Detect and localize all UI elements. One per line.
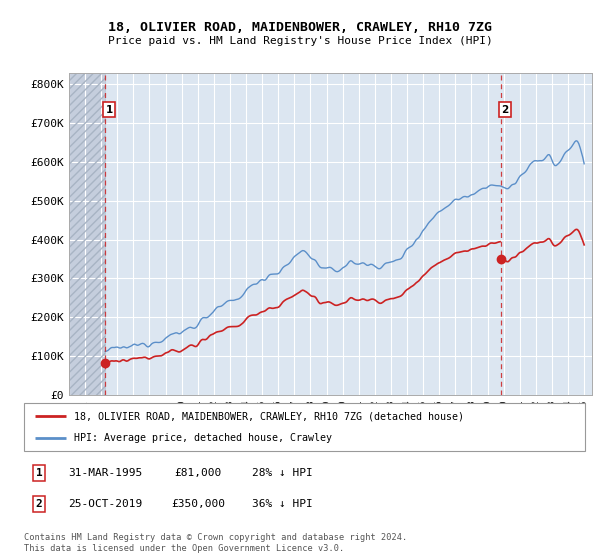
Text: 18, OLIVIER ROAD, MAIDENBOWER, CRAWLEY, RH10 7ZG: 18, OLIVIER ROAD, MAIDENBOWER, CRAWLEY, … — [108, 21, 492, 34]
Text: £81,000: £81,000 — [175, 468, 221, 478]
Bar — [69, 73, 105, 395]
Text: 28% ↓ HPI: 28% ↓ HPI — [251, 468, 313, 478]
Text: Price paid vs. HM Land Registry's House Price Index (HPI): Price paid vs. HM Land Registry's House … — [107, 36, 493, 46]
Text: 1: 1 — [106, 105, 113, 115]
Text: HPI: Average price, detached house, Crawley: HPI: Average price, detached house, Craw… — [74, 433, 332, 443]
Text: 18, OLIVIER ROAD, MAIDENBOWER, CRAWLEY, RH10 7ZG (detached house): 18, OLIVIER ROAD, MAIDENBOWER, CRAWLEY, … — [74, 411, 464, 421]
Text: 2: 2 — [35, 499, 43, 509]
Text: 1: 1 — [35, 468, 43, 478]
Text: £350,000: £350,000 — [171, 499, 225, 509]
Text: 36% ↓ HPI: 36% ↓ HPI — [251, 499, 313, 509]
Text: 31-MAR-1995: 31-MAR-1995 — [68, 468, 142, 478]
Text: 25-OCT-2019: 25-OCT-2019 — [68, 499, 142, 509]
Text: 2: 2 — [501, 105, 508, 115]
Bar — [69, 73, 105, 395]
Text: Contains HM Land Registry data © Crown copyright and database right 2024.
This d: Contains HM Land Registry data © Crown c… — [24, 533, 407, 553]
FancyBboxPatch shape — [24, 403, 585, 451]
